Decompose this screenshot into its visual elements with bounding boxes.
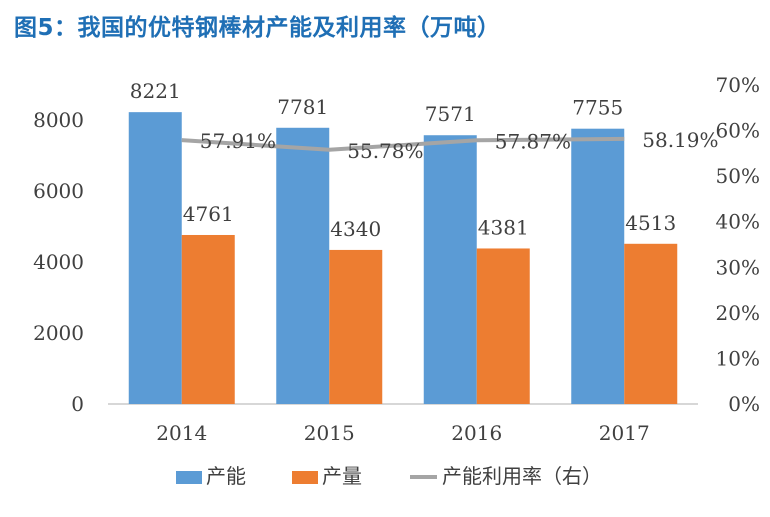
y-right-tick-label: 70% bbox=[716, 73, 760, 97]
y-left-tick-label: 0 bbox=[71, 392, 84, 416]
line-utilization bbox=[181, 136, 625, 152]
data-label-utilization: 57.91% bbox=[200, 129, 276, 153]
y-right-tick-label: 0% bbox=[728, 392, 760, 416]
y-right-tick-label: 40% bbox=[716, 210, 760, 234]
y-right-tick-label: 50% bbox=[716, 164, 760, 188]
y-left-tick-label: 4000 bbox=[33, 250, 84, 274]
bars bbox=[128, 112, 678, 405]
axes: 0 2000 4000 6000 8000 0% 10% 20% 30% 40% 50% 60% 70%… bbox=[33, 73, 760, 445]
bar-output bbox=[476, 248, 530, 404]
x-tick-label: 2016 bbox=[451, 421, 502, 445]
bar-output bbox=[181, 234, 235, 404]
data-labels: 8221 4761 7781 4340 7571 4381 7755 4513 57.91% 55… bbox=[130, 79, 719, 241]
bar-output bbox=[624, 243, 678, 404]
y-right-tick-label: 30% bbox=[716, 255, 760, 279]
legend-swatch-output bbox=[292, 471, 318, 484]
bar-capacity bbox=[571, 128, 625, 404]
y-right-tick-label: 10% bbox=[716, 346, 760, 370]
utilization-line bbox=[181, 136, 625, 152]
data-label-utilization: 58.19% bbox=[642, 128, 718, 152]
chart-title: 图5：我国的优特钢棒材产能及利用率（万吨） bbox=[14, 15, 501, 41]
data-label-output: 4381 bbox=[478, 215, 529, 239]
data-label-capacity: 8221 bbox=[130, 79, 181, 103]
data-label-capacity: 7571 bbox=[425, 102, 476, 126]
x-tick-label: 2017 bbox=[599, 421, 650, 445]
legend-swatch-capacity bbox=[176, 471, 202, 484]
legend-label-output: 产量 bbox=[322, 464, 362, 488]
legend: 产能 产量 产能利用率（右） bbox=[176, 464, 602, 488]
data-label-output: 4513 bbox=[625, 211, 676, 235]
data-label-utilization: 55.78% bbox=[347, 139, 423, 163]
data-label-output: 4761 bbox=[183, 202, 234, 226]
y-left-tick-label: 2000 bbox=[33, 321, 84, 345]
legend-label-utilization: 产能利用率（右） bbox=[442, 464, 602, 488]
bar-capacity bbox=[128, 112, 182, 404]
data-label-output: 4340 bbox=[330, 217, 381, 241]
y-left-tick-label: 6000 bbox=[33, 179, 84, 203]
bar-capacity bbox=[423, 135, 477, 405]
data-label-utilization: 57.87% bbox=[495, 129, 571, 153]
legend-label-capacity: 产能 bbox=[206, 464, 246, 488]
data-label-capacity: 7781 bbox=[277, 95, 328, 119]
bar-capacity bbox=[276, 127, 330, 404]
y-right-tick-label: 60% bbox=[716, 119, 760, 143]
y-left-tick-label: 8000 bbox=[33, 108, 84, 132]
bar-output bbox=[329, 249, 383, 404]
data-label-capacity: 7755 bbox=[572, 96, 623, 120]
x-tick-label: 2014 bbox=[156, 421, 207, 445]
x-tick-label: 2015 bbox=[304, 421, 355, 445]
y-right-tick-label: 20% bbox=[716, 301, 760, 325]
